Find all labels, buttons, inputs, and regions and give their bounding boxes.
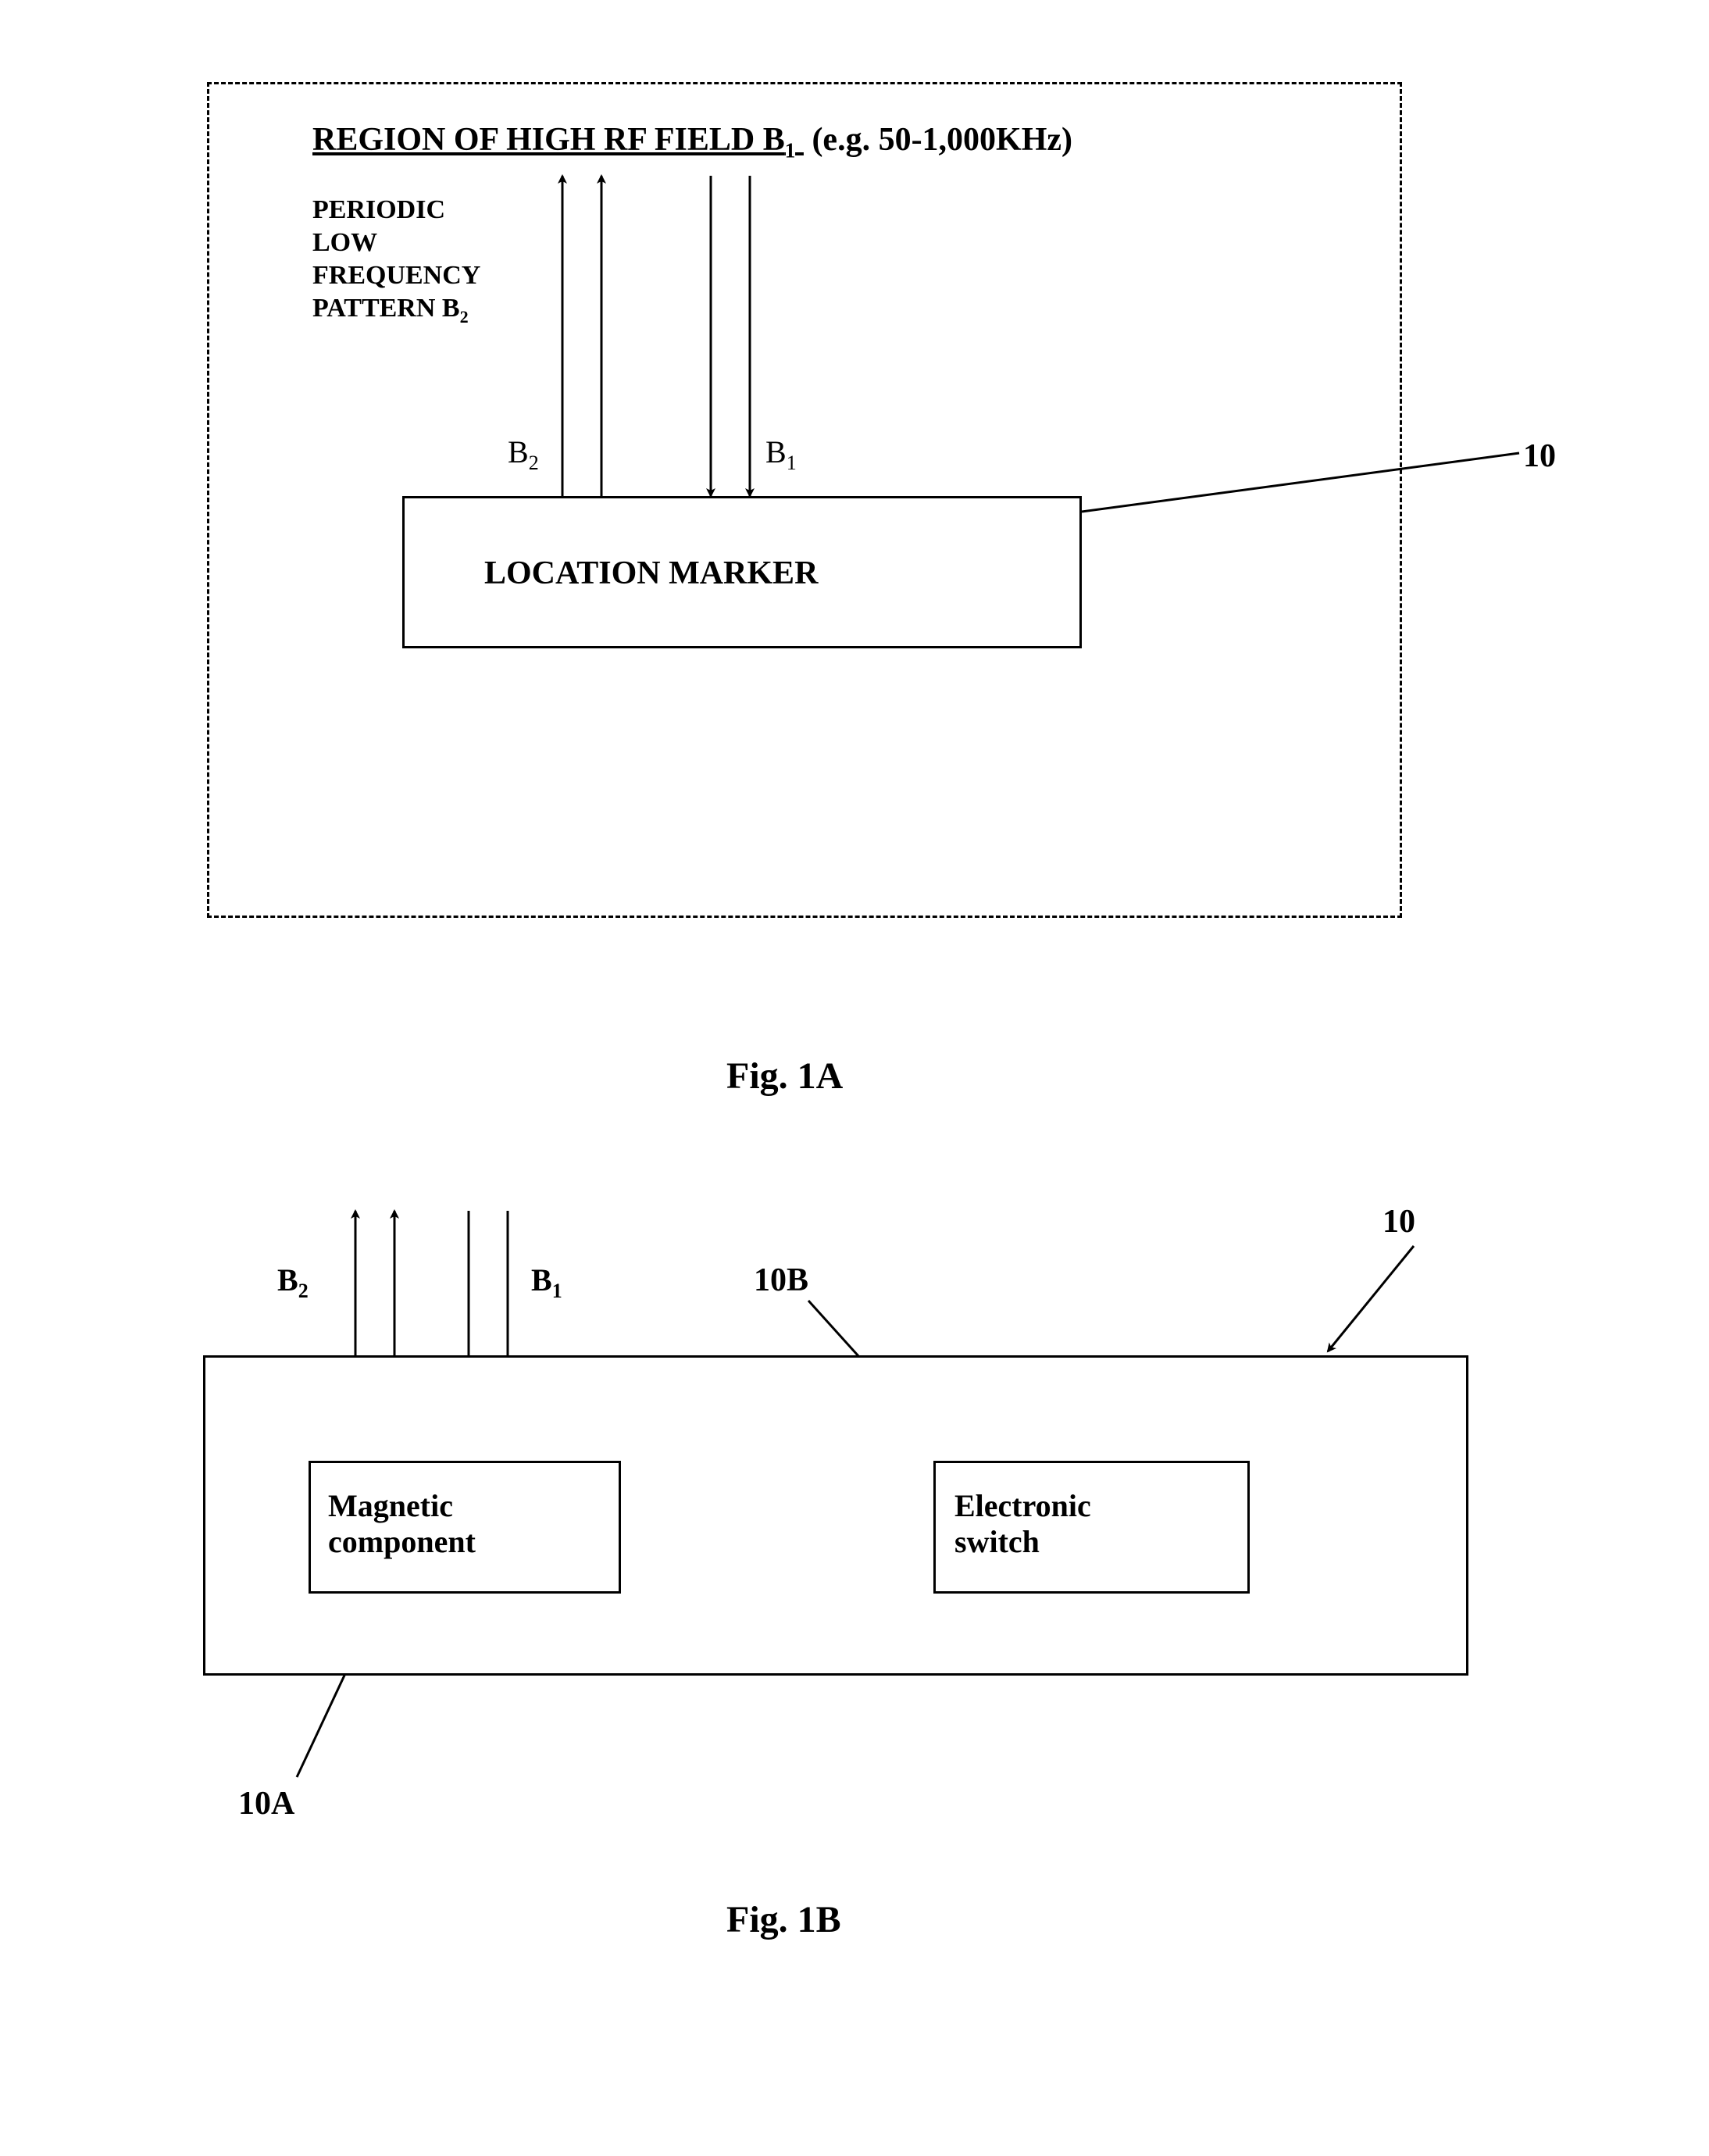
electronic-switch-label: Electronicswitch: [954, 1488, 1091, 1560]
location-marker-label: LOCATION MARKER: [484, 555, 818, 592]
figb-b2-label: B2: [277, 1262, 309, 1303]
figure-1a-caption: Fig. 1A: [726, 1055, 843, 1098]
figb-ref-10-label: 10: [1383, 1203, 1415, 1240]
periodic-pattern-label: LOW: [312, 228, 377, 258]
periodic-pattern-label: PATTERN B2: [312, 294, 469, 327]
periodic-pattern-label: PERIODIC: [312, 195, 445, 225]
b2-field-label: B2: [508, 434, 539, 475]
region-title: REGION OF HIGH RF FIELD B1 (e.g. 50-1,00…: [312, 121, 1072, 162]
figure-1b-caption: Fig. 1B: [726, 1898, 841, 1941]
ref-10b-label: 10B: [754, 1262, 808, 1299]
magnetic-component-label: Magneticcomponent: [328, 1488, 476, 1560]
ref-10-label: 10: [1523, 437, 1556, 475]
ref-10a-label: 10A: [238, 1785, 294, 1822]
figb-b1-label: B1: [531, 1262, 562, 1303]
b1-field-label: B1: [765, 434, 797, 475]
periodic-pattern-label: FREQUENCY: [312, 261, 480, 291]
